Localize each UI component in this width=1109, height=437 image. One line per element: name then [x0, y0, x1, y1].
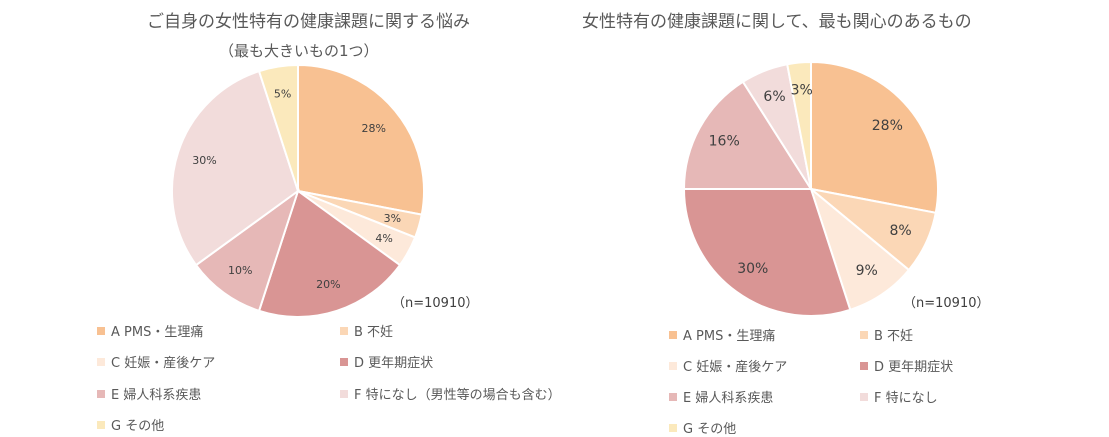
pie-slice	[257, 63, 299, 192]
legend-label: F 特になし（男性等の場合も含む）	[354, 388, 561, 403]
pie-slice-label: 28%	[872, 118, 903, 134]
legend-item: G その他	[97, 415, 164, 434]
legend-item: F 特になし	[860, 387, 938, 406]
chart-panel-right: 28% 8% 9% 30% 16% 6% 3% 女性特有の健康課題に関して、最も関心のあるも…	[560, 0, 1109, 437]
legend-swatch	[97, 357, 105, 366]
pie-slice	[682, 188, 852, 317]
legend-item: C 妊娠・産後ケア	[97, 352, 215, 371]
pie-slice	[682, 80, 813, 190]
legend-swatch	[669, 361, 677, 370]
pie-slice-label: 3%	[384, 212, 401, 225]
legend-swatch	[97, 420, 105, 429]
legend-swatch	[860, 330, 868, 339]
legend-item: E 婦人科系疾患	[669, 387, 773, 406]
legend-swatch	[97, 326, 105, 335]
pie-slice-label: 6%	[763, 89, 785, 105]
legend-item: F 特になし（男性等の場合も含む）	[340, 384, 561, 403]
legend-swatch	[860, 392, 868, 401]
legend-item: D 更年期症状	[860, 356, 953, 375]
legend-label: D 更年期症状	[354, 356, 434, 371]
legend-swatch	[669, 392, 677, 401]
legend-swatch	[340, 326, 348, 335]
chart-subtitle: （最も大きいもの1つ）	[219, 42, 379, 60]
pie-slice-label: 4%	[375, 232, 392, 245]
legend-item: A PMS・生理痛	[669, 325, 775, 344]
legend-swatch	[340, 389, 348, 398]
legend-swatch	[669, 330, 677, 339]
legend-label: C 妊娠・産後ケア	[111, 356, 216, 371]
legend-item: C 妊娠・産後ケア	[669, 356, 787, 375]
pie-slice-label: 20%	[316, 278, 340, 291]
chart-panel-left: 28% 3% 4% 20% 10% 30% 5% ご自身の女性特有の健康課題に関する悩み （…	[97, 12, 561, 434]
pie-slice-label: 9%	[856, 263, 878, 279]
pie-slice-label: 5%	[274, 87, 291, 100]
legend-label: A PMS・生理痛	[683, 329, 776, 344]
legend-label: E 婦人科系疾患	[111, 388, 202, 403]
legend-item: B 不妊	[860, 325, 913, 344]
pie-slice	[171, 69, 300, 267]
legend-item: D 更年期症状	[340, 352, 433, 371]
pie-slice	[810, 60, 939, 214]
legend-label: B 不妊	[874, 329, 914, 344]
legend-label: A PMS・生理痛	[111, 325, 204, 340]
legend-label: F 特になし	[874, 391, 938, 406]
chart-title: ご自身の女性特有の健康課題に関する悩み	[147, 12, 470, 32]
legend-swatch	[97, 389, 105, 398]
pie-slice	[194, 188, 300, 313]
legend-label: G その他	[683, 422, 737, 437]
pie-slice-label: 3%	[791, 82, 813, 98]
sample-size-label: （n=10910）	[392, 296, 479, 311]
legend-label: G その他	[111, 419, 165, 434]
legend-label: D 更年期症状	[874, 360, 954, 375]
pie-slice-label: 28%	[361, 122, 385, 135]
legend-swatch	[669, 423, 677, 432]
pie-chart-right: 28% 8% 9% 30% 16% 6% 3%	[682, 60, 939, 317]
legend-swatch	[340, 357, 348, 366]
legend-label: C 妊娠・産後ケア	[683, 360, 788, 375]
chart-title: 女性特有の健康課題に関して、最も関心のあるもの	[582, 12, 972, 32]
pie-slice-label: 8%	[890, 223, 912, 239]
legend-item: G その他	[669, 418, 736, 437]
pie-slice	[297, 63, 425, 216]
legend-item: A PMS・生理痛	[97, 321, 203, 340]
pie-slice	[257, 189, 402, 318]
legend-label: E 婦人科系疾患	[683, 391, 774, 406]
pie-slice-label: 10%	[228, 264, 252, 277]
pie-slice	[786, 60, 812, 190]
sample-size-label: （n=10910）	[903, 296, 990, 311]
pie-slice-label: 16%	[709, 133, 740, 149]
legend-item: E 婦人科系疾患	[97, 384, 201, 403]
legend-item: B 不妊	[340, 321, 393, 340]
legend-label: B 不妊	[354, 325, 394, 340]
legend-swatch	[860, 361, 868, 370]
pie-chart-left: 28% 3% 4% 20% 10% 30% 5%	[171, 63, 425, 318]
pie-slice-label: 30%	[192, 154, 216, 167]
pie-slice-label: 30%	[737, 261, 768, 277]
